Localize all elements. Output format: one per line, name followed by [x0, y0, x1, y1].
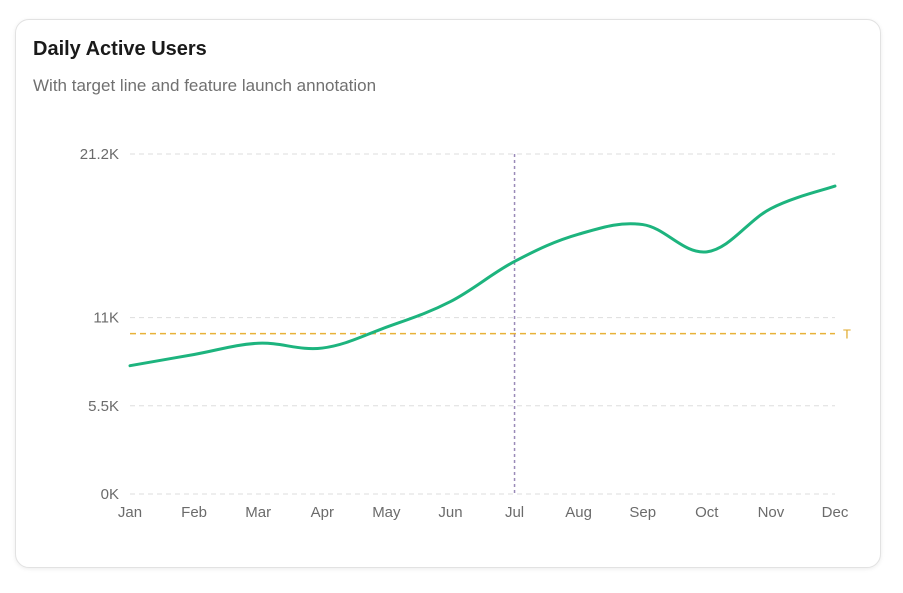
x-tick-label: Dec [822, 504, 849, 521]
x-tick-label: Feb [181, 504, 207, 521]
chart-card [15, 19, 881, 568]
y-tick-label: 21.2K [80, 146, 119, 163]
x-tick-label: Jan [118, 504, 142, 521]
x-tick-label: May [372, 504, 401, 521]
x-tick-label: Mar [245, 504, 271, 521]
chart-subtitle: With target line and feature launch anno… [33, 76, 377, 95]
target-label: T [843, 327, 851, 342]
x-tick-label: Aug [565, 504, 592, 521]
x-tick-label: Oct [695, 504, 719, 521]
chart-title: Daily Active Users [33, 38, 207, 60]
y-tick-label: 11K [93, 310, 119, 327]
x-tick-label: Nov [758, 504, 785, 521]
y-tick-label: 0K [101, 486, 119, 503]
y-tick-label: 5.5K [88, 398, 119, 415]
x-tick-label: Sep [629, 504, 656, 521]
x-tick-label: Jun [438, 504, 462, 521]
series-line [128, 184, 837, 368]
x-tick-label: Apr [311, 504, 334, 521]
x-tick-label: Jul [505, 504, 524, 521]
